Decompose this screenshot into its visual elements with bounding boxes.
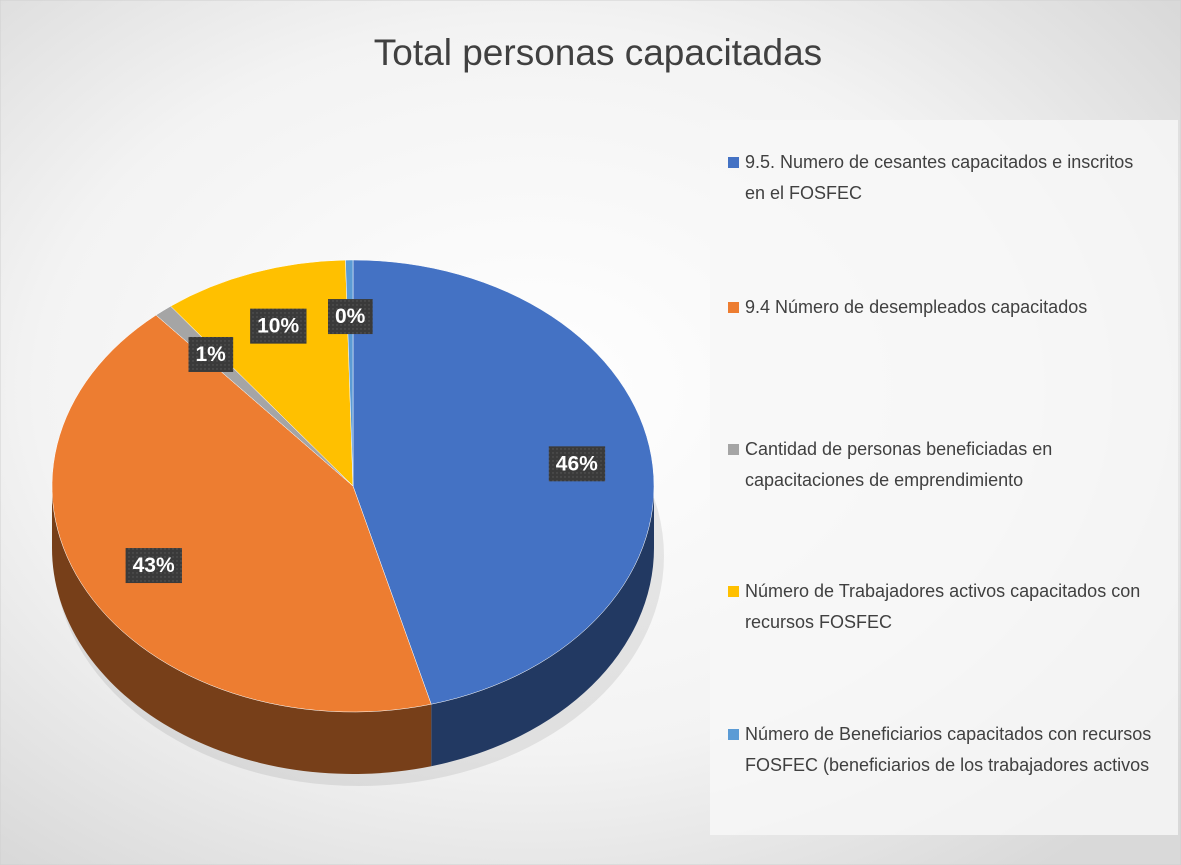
legend-label: 9.5. Numero de cesantes capacitados e in… xyxy=(745,152,1133,203)
legend-swatch xyxy=(728,157,739,168)
legend-swatch xyxy=(728,302,739,313)
legend-line: en el FOSFEC xyxy=(745,183,862,203)
data-label: 1% xyxy=(195,343,226,366)
data-label-box xyxy=(548,446,606,482)
legend-line: recursos FOSFEC xyxy=(745,612,892,632)
legend-label: Número de Trabajadores activos capacitad… xyxy=(745,581,1140,632)
legend-box xyxy=(710,120,1178,835)
data-label: 0% xyxy=(335,305,366,328)
legend-label: 9.4 Número de desempleados capacitados xyxy=(745,297,1087,317)
slice-side xyxy=(431,486,654,767)
legend-line: 9.5. Numero de cesantes capacitados e in… xyxy=(745,152,1133,172)
data-label-box xyxy=(327,299,373,335)
data-label-box xyxy=(188,336,234,372)
chart-title: Total personas capacitadas xyxy=(374,32,822,73)
legend-line: Número de Trabajadores activos capacitad… xyxy=(745,581,1140,601)
legend-swatch xyxy=(728,729,739,740)
legend-line: capacitaciones de emprendimiento xyxy=(745,470,1023,490)
data-label-box xyxy=(125,548,182,584)
legend-swatch xyxy=(728,444,739,455)
legend-label: Cantidad de personas beneficiadas en capa… xyxy=(745,439,1052,490)
legend-line: 9.4 Número de desempleados capacitados xyxy=(745,297,1087,317)
legend-line: FOSFEC (beneficiarios de los trabajadore… xyxy=(745,755,1149,775)
slice-side xyxy=(52,486,432,774)
data-label: 10% xyxy=(257,315,299,338)
legend-label: Número de Beneficiarios capacitados con … xyxy=(745,724,1151,775)
legend-line: Número de Beneficiarios capacitados con … xyxy=(745,724,1151,744)
slice xyxy=(170,259,354,487)
legend-swatch xyxy=(728,586,739,597)
slice xyxy=(51,314,432,713)
data-label: 43% xyxy=(133,554,175,577)
legend-line: Cantidad de personas beneficiadas en xyxy=(745,439,1052,459)
data-label-box xyxy=(250,308,307,344)
data-label: 46% xyxy=(556,452,598,475)
slice xyxy=(352,259,655,705)
